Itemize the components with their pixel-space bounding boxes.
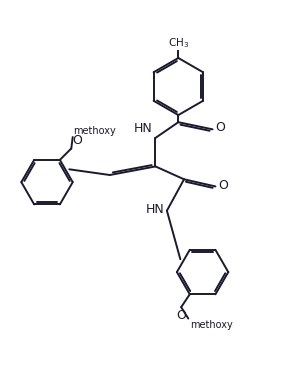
Text: methoxy: methoxy [73,126,116,136]
Text: O: O [176,309,186,322]
Text: O: O [215,121,225,134]
Text: CH$_3$: CH$_3$ [168,36,189,50]
Text: methoxy: methoxy [190,320,233,330]
Text: HN: HN [145,203,164,216]
Text: HN: HN [134,122,153,135]
Text: O: O [218,178,228,192]
Text: O: O [73,134,83,147]
